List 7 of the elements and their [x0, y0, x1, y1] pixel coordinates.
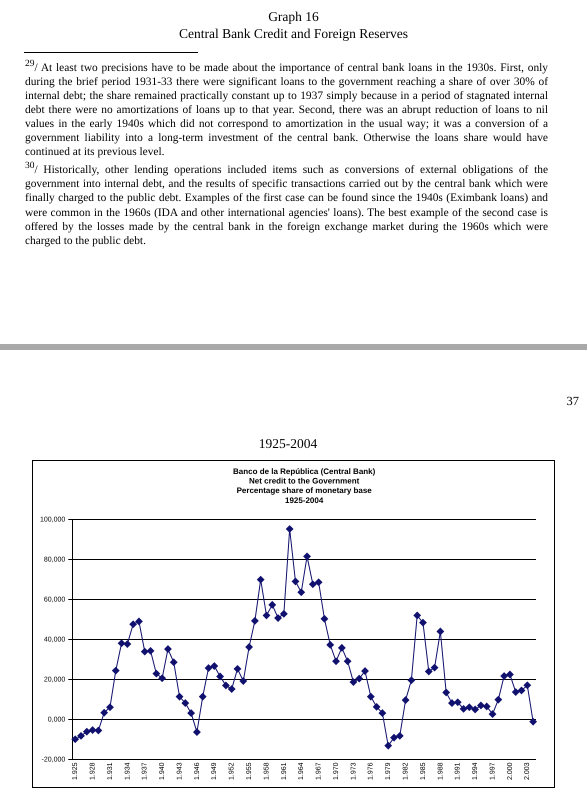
text: 37	[566, 394, 579, 409]
caption: Graph 16	[267, 8, 320, 25]
text: $^{29}$/ At least two precisions have to be made about the importance of central bank loans in the 1930s. First, only during the brief period 1931-33 there were significant loans to the government reaching a share of over 30% of internal debt; the share remained practically constant up to 1937 simply because in a period of stagnated internal debt there were no amortizations of loans up to that year. Second, there was an abrupt reduction of loans to nil values in the early 1940s which did not correspond to amortization in the usual way; it was a conversion of a government liability into a long-term investment of the central bank. Otherwise the loans share would have continued at its previous level.	[25, 58, 548, 160]
chart-title: Banco de la República (Central Bank) Net credit to the Government Percentage share of monetary base 1925-2004	[233, 467, 376, 505]
text: Central Bank Credit and Foreign Reserves	[178, 25, 410, 42]
text: $^{30}$/ Historically, other lending operations included items such as conversions of external obligations of the government into internal debt, and the results of specific transactions carried out by the central bank which were finally charged to the public debt. Examples of the first case can be found since the 1940s (Eximbank loans) and were common in the 1960s (IDA and other international agencies' loans). The best example of the second case is offered by the losses made by the central bank in the foreign exchange market during the 1960s which were charged to the public debt.	[25, 160, 548, 248]
chart-subtitle: 1925-2004	[258, 436, 318, 452]
